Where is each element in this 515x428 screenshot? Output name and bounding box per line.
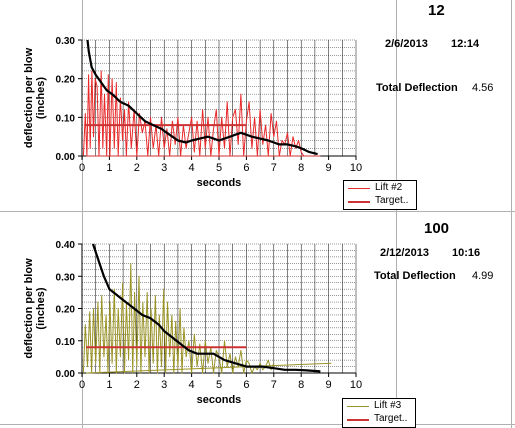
x-tick-label: 4 [189, 379, 195, 391]
record-number: 12 [428, 2, 445, 19]
legend-label: Target.. [374, 413, 408, 424]
x-tick-label: 6 [243, 379, 249, 391]
page-gridline [0, 211, 515, 212]
x-tick-label: 6 [243, 162, 249, 174]
record-time: 10:16 [452, 247, 481, 259]
legend: Lift #3 Target.. [342, 398, 416, 428]
chart-2-svg: 0 1 2 3 4 5 6 7 8 9 10 0.00 0.10 0.20 0.30 0.40 seconds d… [23, 240, 362, 406]
legend: Lift #2 Target.. [343, 180, 417, 210]
x-tick-label: 3 [161, 379, 167, 391]
series-trend-line [86, 39, 318, 156]
x-tick-label: 5 [216, 162, 222, 174]
series-baseline-line [86, 362, 332, 374]
x-tick-label: 9 [326, 162, 332, 174]
x-tick-label: 0 [79, 162, 85, 174]
x-tick-label: 7 [271, 379, 277, 391]
legend-label: Lift #3 [374, 400, 402, 411]
x-tick-label: 2 [134, 162, 140, 174]
chart-panel-2: 0 1 2 3 4 5 6 7 8 9 10 0.00 0.10 0.20 0.30 0.40 seconds d… [0, 214, 515, 428]
series-raw-line [82, 262, 275, 374]
legend-swatch [347, 406, 369, 407]
x-tick-label: 7 [271, 162, 277, 174]
y-axis-label: deflection per blow(inches) [23, 258, 47, 359]
x-tick-label: 0 [79, 379, 85, 391]
x-tick-label: 3 [161, 162, 167, 174]
total-deflection-value: 4.56 [472, 82, 494, 94]
x-tick-label: 10 [350, 379, 362, 391]
series-trend-line [91, 243, 321, 373]
page-gridline [396, 0, 397, 428]
y-tick-label: 0.40 [56, 240, 76, 251]
y-axis-label: deflection per blow(inches) [23, 47, 47, 148]
y-tick-label: 0.00 [56, 152, 76, 163]
x-tick-label: 5 [216, 379, 222, 391]
x-tick-label: 2 [134, 379, 140, 391]
page-gridline [511, 0, 512, 428]
y-tick-label: 0.30 [56, 272, 76, 283]
y-tick-label: 0.30 [56, 36, 76, 47]
x-axis-label: seconds [197, 394, 242, 406]
y-tick-label: 0.00 [56, 369, 76, 380]
page-gridline [0, 424, 515, 425]
legend-swatch [347, 419, 369, 421]
record-date: 2/6/2013 [385, 38, 428, 50]
x-tick-label: 8 [298, 379, 304, 391]
x-tick-label: 8 [298, 162, 304, 174]
page-gridline [82, 0, 83, 428]
y-tick-label: 0.10 [56, 113, 76, 124]
total-deflection-label: Total Deflection [376, 82, 458, 94]
legend-label: Lift #2 [375, 182, 403, 193]
x-tick-label: 1 [106, 162, 112, 174]
x-tick-label: 9 [326, 379, 332, 391]
y-tick-label: 0.20 [56, 305, 76, 316]
record-time: 12:14 [451, 38, 480, 50]
total-deflection-label: Total Deflection [374, 270, 456, 282]
chart-1-svg: 0 1 2 3 4 5 6 7 8 9 10 0.00 0.10 0.20 0.30 seconds defle… [23, 36, 362, 189]
x-axis-label: seconds [197, 177, 242, 189]
legend-label: Target.. [375, 195, 409, 206]
x-tick-label: 10 [350, 162, 362, 174]
legend-swatch [348, 201, 370, 203]
record-number: 100 [424, 220, 450, 237]
y-tick-label: 0.10 [56, 337, 76, 348]
x-tick-label: 1 [106, 379, 112, 391]
x-tick-label: 4 [189, 162, 195, 174]
total-deflection-value: 4.99 [472, 270, 494, 282]
legend-swatch [348, 188, 370, 189]
chart-panel-1: 0 1 2 3 4 5 6 7 8 9 10 0.00 0.10 0.20 0.30 seconds defle… [23, 2, 494, 210]
y-tick-label: 0.20 [56, 75, 76, 86]
record-date: 2/12/2013 [380, 247, 429, 259]
